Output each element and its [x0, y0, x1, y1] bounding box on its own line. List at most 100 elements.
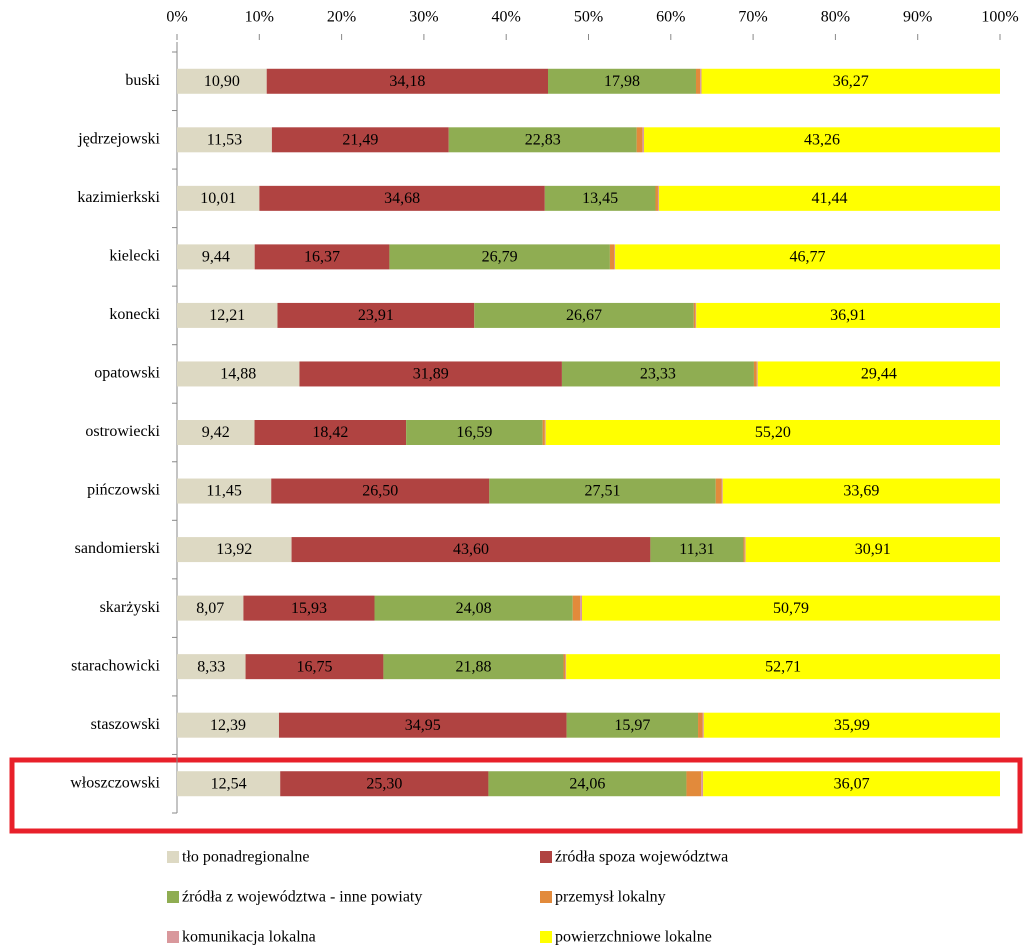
x-tick-label: 50%	[574, 9, 603, 26]
data-label: 17,98	[604, 73, 640, 90]
legend-swatch	[167, 851, 179, 863]
bar-segment	[658, 185, 1000, 211]
y-tick-label: włoszczowski	[70, 774, 160, 791]
bar-segment	[177, 654, 246, 680]
data-label: 41,44	[811, 190, 847, 207]
x-tick-label: 100%	[981, 9, 1018, 26]
data-label: 26,67	[566, 307, 602, 324]
legend-label: powierzchniowe lokalne	[555, 929, 712, 946]
bar-segment	[406, 420, 543, 445]
bar-segment	[548, 68, 696, 94]
legend-swatch	[540, 891, 552, 903]
data-label: 15,93	[291, 600, 327, 617]
data-label: 43,26	[804, 131, 840, 148]
bar-segment	[177, 771, 281, 797]
data-label: 34,95	[405, 717, 441, 734]
data-label: 27,51	[585, 483, 621, 500]
x-tick-label: 40%	[492, 9, 521, 26]
x-tick-label: 90%	[903, 9, 932, 26]
data-label: 31,89	[413, 366, 449, 383]
legend-label: komunikacja lokalna	[182, 929, 316, 946]
data-label: 34,18	[389, 73, 425, 90]
bar-segment	[266, 68, 549, 94]
bar-segment	[488, 771, 687, 797]
data-label: 26,50	[362, 483, 398, 500]
data-label: 30,91	[855, 541, 891, 558]
data-label: 16,75	[296, 658, 332, 675]
data-label: 29,44	[861, 366, 897, 383]
bar-segment	[753, 361, 757, 387]
bar-segment	[701, 771, 704, 797]
bar-segment	[695, 68, 701, 94]
bar-segment	[701, 68, 1000, 94]
data-label: 14,88	[220, 366, 256, 383]
bar-segment	[259, 185, 545, 211]
bar-segment	[278, 712, 567, 738]
y-tick-label: konecki	[109, 306, 160, 323]
bar-segment	[177, 244, 255, 270]
data-label: 21,49	[342, 131, 378, 148]
bar-segment	[572, 595, 581, 621]
data-label: 9,42	[202, 424, 230, 441]
y-tick-label: staszowski	[91, 716, 161, 733]
bar-segment	[389, 244, 610, 270]
bar-segment	[581, 595, 1000, 621]
bar-segment	[614, 244, 616, 270]
bar-segment	[615, 244, 1000, 270]
data-label: 23,91	[358, 307, 394, 324]
y-tick-label: buski	[125, 72, 160, 89]
bar-segment	[177, 537, 292, 563]
bar-segment	[715, 478, 722, 504]
legend-label: źródła z województwa - inne powiaty	[182, 889, 422, 906]
bar-segment	[561, 361, 754, 387]
bar-segment	[636, 127, 643, 153]
data-label: 35,99	[834, 717, 870, 734]
data-label: 36,07	[834, 775, 870, 792]
data-label: 12,54	[211, 775, 247, 792]
bar-segment	[563, 654, 566, 680]
x-tick-label: 30%	[409, 9, 438, 26]
data-label: 13,45	[582, 190, 618, 207]
data-label: 36,27	[833, 73, 869, 90]
bar-segment	[702, 712, 704, 738]
data-label: 15,97	[614, 717, 650, 734]
bar-segment	[243, 595, 375, 621]
data-label: 33,69	[843, 483, 879, 500]
x-tick-label: 20%	[327, 9, 356, 26]
bar-segment	[177, 712, 279, 738]
bar-segment	[696, 302, 1000, 328]
data-label: 8,07	[196, 600, 224, 617]
bar-segment	[565, 654, 567, 680]
data-label: 8,33	[197, 658, 225, 675]
bar-segment	[566, 654, 1000, 680]
bar-segment	[757, 361, 1000, 387]
data-label: 34,68	[384, 190, 420, 207]
bar-segment	[655, 185, 658, 211]
bar-segment	[643, 127, 1000, 153]
x-tick-label: 80%	[821, 9, 850, 26]
legend-label: źródła spoza województwa	[555, 849, 728, 866]
bar-segment	[291, 537, 651, 563]
bar-segment	[698, 712, 703, 738]
bar-segment	[177, 68, 267, 94]
data-label: 52,71	[765, 658, 801, 675]
legend-swatch	[540, 931, 552, 943]
bar-segment	[693, 302, 696, 328]
y-tick-label: kielecki	[109, 248, 160, 265]
legend-swatch	[167, 891, 179, 903]
y-tick-label: starachowicki	[71, 657, 160, 674]
bar-segment	[650, 537, 744, 563]
bar-segment	[544, 185, 656, 211]
data-label: 18,42	[312, 424, 348, 441]
data-label: 12,21	[209, 307, 245, 324]
bar-segment	[703, 712, 1000, 738]
y-tick-label: jędrzejowski	[77, 130, 160, 147]
data-label: 22,83	[525, 131, 561, 148]
data-label: 46,77	[790, 249, 826, 266]
bar-segment	[545, 420, 1000, 445]
bar-segment	[544, 420, 546, 445]
data-label: 13,92	[216, 541, 252, 558]
bar-segment	[542, 420, 545, 445]
y-tick-label: pińczowski	[87, 482, 160, 499]
data-label: 24,08	[456, 600, 492, 617]
